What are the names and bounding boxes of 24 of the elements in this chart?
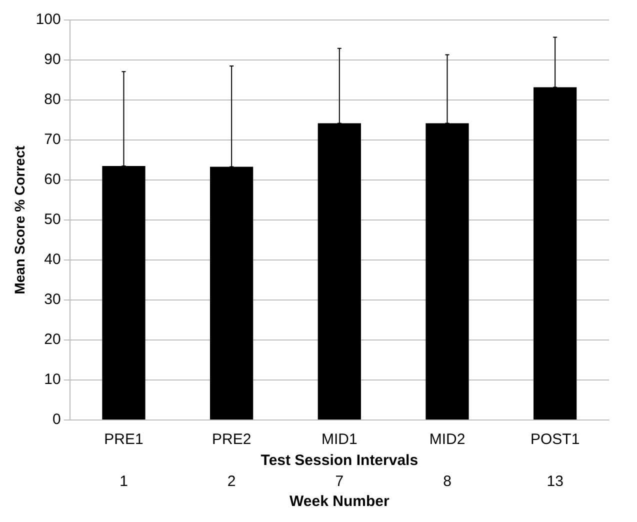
y-tick-label: 50 xyxy=(44,211,61,228)
x-tick-label: PRE1 xyxy=(104,431,144,448)
text: 1 xyxy=(120,473,128,490)
x-tick-label: MID1 xyxy=(321,431,358,448)
y-tick-label: 0 xyxy=(52,411,61,428)
y-tick-label: 40 xyxy=(44,251,61,268)
y-axis-title: Mean Score % Correct xyxy=(11,145,28,294)
y-tick-label: 70 xyxy=(44,131,61,148)
text: 8 xyxy=(443,473,452,490)
y-tick-label: 10 xyxy=(44,371,61,388)
y-tick-label: 60 xyxy=(44,171,61,188)
y-tick-label: 100 xyxy=(36,11,61,28)
text: Week Number xyxy=(290,493,390,510)
text: 2 xyxy=(227,473,236,490)
x-tick-label: POST1 xyxy=(530,431,580,448)
y-tick-label: 80 xyxy=(44,91,61,108)
x-axis-title: Test Session Intervals xyxy=(260,452,418,470)
x-tick-label: PRE2 xyxy=(212,431,252,448)
y-tick-label: 90 xyxy=(44,51,61,68)
text: 7 xyxy=(335,473,344,490)
y-tick-label: 30 xyxy=(44,291,61,308)
text: 13 xyxy=(546,473,564,490)
x-tick-label: MID2 xyxy=(429,431,466,448)
y-tick-label: 20 xyxy=(44,331,61,348)
